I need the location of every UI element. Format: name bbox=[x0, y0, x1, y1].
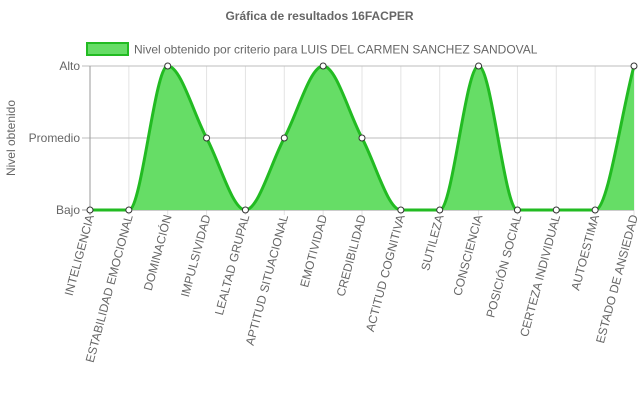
legend[interactable]: Nivel obtenido por criterio para LUIS DE… bbox=[86, 42, 538, 57]
x-tick-label: CERTEZA INDIVIDUAL bbox=[517, 213, 563, 338]
y-axis-title: Nivel obtenido bbox=[4, 100, 18, 176]
y-tick-label: Bajo bbox=[56, 203, 80, 217]
chart-title: Gráfica de resultados 16FACPER bbox=[225, 9, 413, 23]
x-tick-label: AUTOESTIMA bbox=[568, 213, 602, 292]
data-point[interactable] bbox=[319, 62, 327, 70]
y-tick-labels: Bajo Promedio Alto bbox=[29, 59, 81, 217]
data-point[interactable] bbox=[397, 206, 405, 214]
data-points bbox=[86, 62, 638, 214]
data-point[interactable] bbox=[203, 134, 211, 142]
legend-swatch bbox=[86, 42, 129, 56]
x-tick-label: ACTITUD COGNITIVA bbox=[363, 213, 408, 333]
x-tick-label: ESTADO DE ANSIEDAD bbox=[593, 213, 639, 345]
x-tick-label: LEALTAD GRUPAL bbox=[212, 213, 252, 317]
x-tick-label: DOMINACIÓN bbox=[140, 213, 175, 292]
x-tick-label: IMPULSIVIDAD bbox=[178, 213, 214, 299]
data-point[interactable] bbox=[86, 206, 94, 214]
data-point[interactable] bbox=[164, 62, 172, 70]
x-tick-label: SUTILEZA bbox=[418, 213, 446, 272]
x-tick-label: EMOTIVIDAD bbox=[297, 213, 330, 289]
data-point[interactable] bbox=[125, 206, 133, 214]
data-point[interactable] bbox=[552, 206, 560, 214]
data-point[interactable] bbox=[513, 206, 521, 214]
legend-label: Nivel obtenido por criterio para LUIS DE… bbox=[134, 43, 538, 57]
data-point[interactable] bbox=[591, 206, 599, 214]
data-point[interactable] bbox=[475, 62, 483, 70]
x-tick-label: APTITUD SITUACIONAL bbox=[243, 213, 291, 347]
data-point[interactable] bbox=[436, 206, 444, 214]
data-point[interactable] bbox=[630, 62, 638, 70]
series-line bbox=[89, 64, 636, 212]
x-tick-label: CREDIBILIDAD bbox=[334, 213, 369, 298]
y-tick-label: Promedio bbox=[29, 131, 81, 145]
data-point[interactable] bbox=[241, 206, 249, 214]
data-point[interactable] bbox=[358, 134, 366, 142]
x-tick-label: CONSCIENCIA bbox=[450, 213, 485, 297]
x-tick-label: POSICIÓN SOCIAL bbox=[482, 213, 524, 320]
y-tick-label: Alto bbox=[59, 59, 80, 73]
x-tick-label: INTELIGENCIA bbox=[62, 213, 97, 297]
data-point[interactable] bbox=[280, 134, 288, 142]
